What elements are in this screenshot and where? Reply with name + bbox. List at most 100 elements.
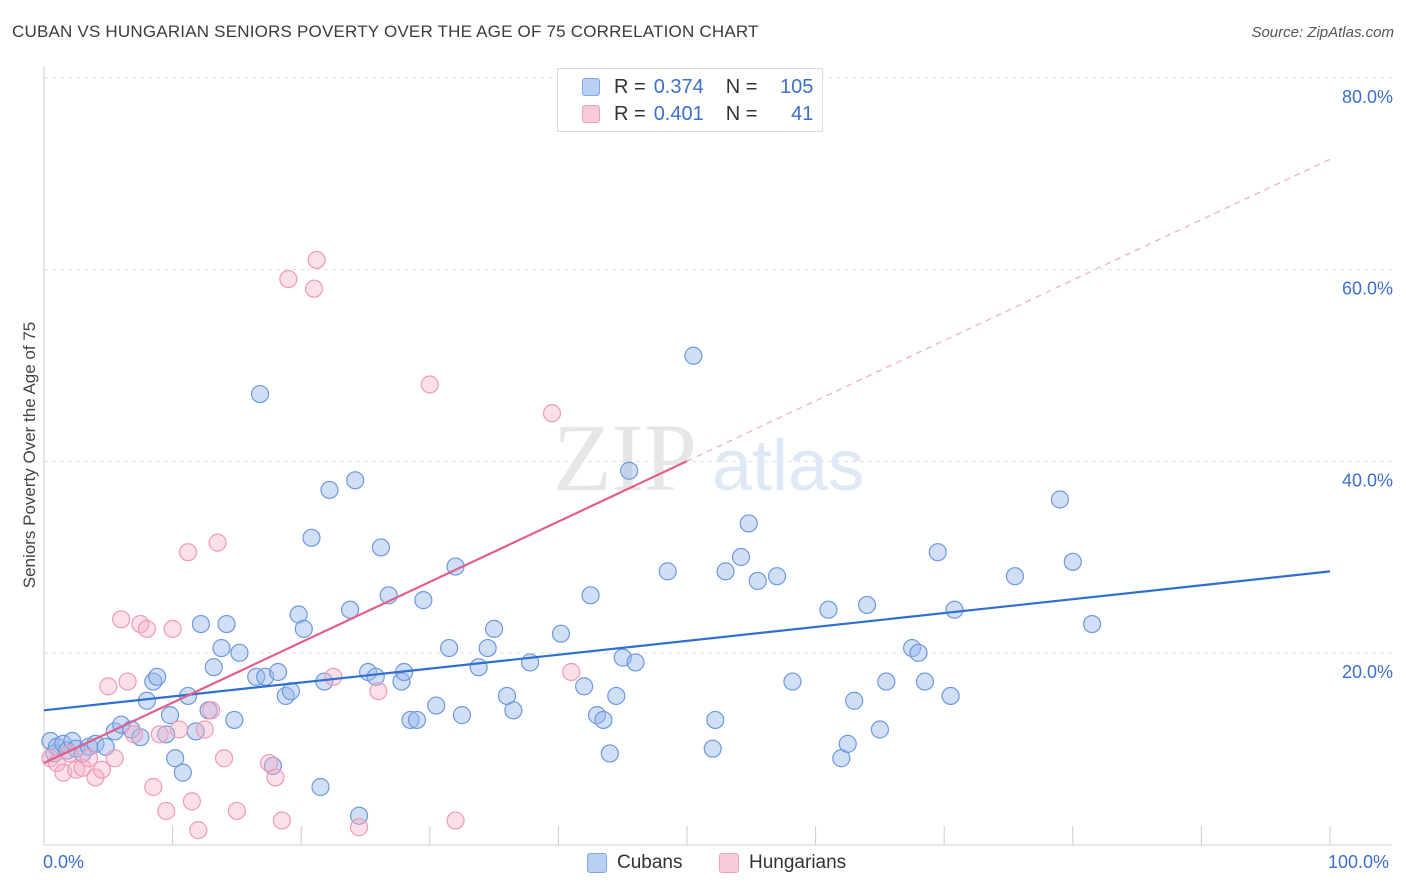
cubans-point [439, 638, 459, 658]
cubans-point [230, 643, 249, 662]
cubans-point [320, 480, 339, 500]
legend-swatch-cubans [582, 78, 600, 96]
watermark-atlas: atlas [712, 426, 864, 506]
hungarians-point [272, 811, 292, 830]
y-tick-labels: 20.0% 40.0% 60.0% 80.0% [1342, 87, 1393, 682]
watermark-zip: ZIP [553, 404, 697, 511]
cubans-point [311, 777, 330, 797]
hungarians-point [99, 677, 118, 696]
watermark: ZIP atlas [553, 404, 864, 511]
hungarians-point [542, 404, 562, 423]
legend-r-value: 0.374 [653, 75, 704, 98]
cubans-point [289, 605, 308, 624]
cubans-point [427, 696, 446, 715]
cubans-point [1082, 614, 1102, 634]
cubans-point [928, 543, 947, 562]
cubans-point [1050, 490, 1070, 509]
hungarians-point [150, 725, 169, 744]
cubans-point [819, 600, 838, 619]
legend-r-label: R = [614, 102, 646, 125]
cubans-point [945, 600, 964, 619]
cubans-point [877, 672, 896, 691]
cubans-point [346, 471, 365, 490]
cubans-point [731, 547, 751, 567]
cubans-point [909, 643, 928, 662]
legend-swatch-hungarians [582, 105, 600, 123]
series-legend-cubans: Cubans [587, 852, 683, 874]
hungarians-point [324, 667, 343, 686]
cubans-point [1063, 552, 1082, 571]
cubans-point [212, 638, 231, 658]
hungarians-point [349, 818, 369, 837]
series-label-hungarians: Hungarians [749, 852, 847, 873]
cubans-point [1005, 567, 1025, 586]
source-label: Source: ZipAtlas.com [1251, 24, 1394, 41]
correlation-legend: R = 0.374 N = 105 R = 0.401 N = 41 [557, 68, 823, 132]
cubans-point [485, 619, 504, 638]
chart-title: CUBAN VS HUNGARIAN SENIORS POVERTY OVER … [12, 22, 759, 41]
hungarians-point [92, 760, 111, 779]
hungarians-point [105, 749, 124, 768]
hungarians-point [144, 777, 163, 797]
hungarians-point [279, 269, 298, 289]
cubans-point [626, 653, 645, 672]
hungarians-point [304, 279, 324, 298]
cubans-point [581, 586, 600, 605]
cubans-point [716, 562, 735, 581]
hungarians-point [202, 701, 221, 720]
legend-n-label: N = [725, 75, 758, 98]
hungarians-point [214, 749, 234, 768]
hungarians-point [163, 619, 182, 638]
hungarians-point [307, 250, 326, 270]
cubans-point [767, 567, 787, 586]
hungarians-points [41, 250, 581, 840]
hungarians-point [112, 610, 131, 629]
cubans-point [204, 658, 223, 677]
hungarians-point [124, 725, 144, 744]
legend-n-value: 105 [780, 75, 814, 98]
y-tick-label: 80.0% [1342, 87, 1393, 107]
cubans-point [551, 624, 571, 643]
cubans-point [414, 591, 433, 610]
cubans-point [366, 667, 385, 686]
cubans-point [225, 710, 244, 730]
cubans-point [250, 384, 270, 404]
cubans-point [504, 701, 523, 720]
hungarians-point [189, 821, 208, 840]
cubans-point [658, 562, 677, 581]
y-tick-label: 40.0% [1342, 470, 1393, 490]
series-legend-hungarians: Hungarians [719, 852, 846, 874]
cubans-point [160, 706, 180, 725]
legend-r-label: R = [614, 75, 646, 98]
x-tick-max: 100.0% [1328, 852, 1390, 872]
trend-lines [43, 158, 1331, 765]
cubans-point [941, 686, 960, 706]
cubans-point [173, 763, 192, 782]
hungarians-point [73, 758, 92, 777]
cubans-point [845, 691, 864, 710]
cubans-point [706, 710, 725, 730]
cubans-point [478, 638, 497, 658]
y-axis-label: Seniors Poverty Over the Age of 75 [20, 321, 39, 589]
hungarians-point [420, 375, 439, 394]
cubans-point [268, 662, 288, 682]
hungarians-trend-line [43, 460, 688, 765]
cubans-point [600, 744, 619, 763]
cubans-trend-line [43, 570, 1331, 712]
x-tick-min: 0.0% [43, 852, 85, 872]
hungarians-point [227, 801, 246, 821]
series-label-cubans: Cubans [617, 852, 683, 873]
hungarians-point [178, 543, 198, 562]
hungarians-point [67, 760, 86, 779]
hungarians-trend-extension [686, 158, 1331, 462]
hungarians-point [169, 720, 189, 739]
axes [43, 67, 1392, 846]
cubans-point [191, 614, 210, 634]
cubans-point [838, 734, 857, 753]
series-swatch-hungarians [719, 853, 739, 873]
hungarians-point [562, 662, 581, 682]
cubans-point [217, 614, 236, 634]
cubans-point [703, 739, 722, 758]
cubans-point [684, 346, 703, 365]
